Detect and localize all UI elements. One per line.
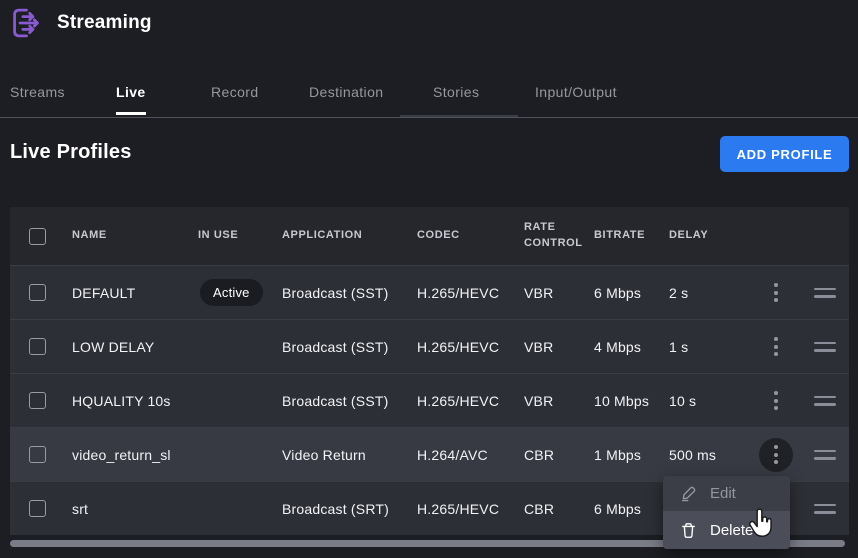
cell-name: video_return_sl bbox=[72, 446, 171, 463]
cell-bitrate: 6 Mbps bbox=[594, 500, 642, 517]
cell-codec: H.265/HEVC bbox=[417, 500, 500, 517]
row-checkbox[interactable] bbox=[29, 392, 46, 409]
tab-bar: Streams Live Record Destination Stories … bbox=[0, 84, 858, 115]
cell-rate-control: VBR bbox=[524, 392, 554, 409]
tabs-divider-segment bbox=[400, 115, 518, 117]
select-all-checkbox[interactable] bbox=[29, 227, 46, 245]
tab-input-output[interactable]: Input/Output bbox=[535, 84, 617, 100]
page-title: Live Profiles bbox=[10, 141, 132, 163]
context-menu-item-delete[interactable]: Delete bbox=[663, 511, 790, 549]
cell-delay: 2 s bbox=[669, 284, 689, 301]
tab-record[interactable]: Record bbox=[211, 84, 259, 100]
cell-rate-control: CBR bbox=[524, 500, 555, 517]
drag-handle-icon[interactable] bbox=[813, 287, 836, 298]
top-bar: Streaming bbox=[10, 5, 152, 41]
tab-destination[interactable]: Destination bbox=[309, 84, 384, 100]
cell-delay: 500 ms bbox=[669, 446, 717, 463]
cell-application: Video Return bbox=[282, 446, 366, 463]
streaming-logo-icon bbox=[10, 5, 43, 41]
cell-name: LOW DELAY bbox=[72, 338, 155, 355]
cell-name: HQUALITY 10s bbox=[72, 392, 171, 409]
active-badge: Active bbox=[200, 279, 263, 306]
table-row: video_return_sl Video Return H.264/AVC C… bbox=[10, 427, 849, 481]
cell-rate-control: CBR bbox=[524, 446, 555, 463]
cell-rate-control: VBR bbox=[524, 338, 554, 355]
row-checkbox[interactable] bbox=[29, 338, 46, 355]
cell-codec: H.265/HEVC bbox=[417, 338, 500, 355]
cell-application: Broadcast (SST) bbox=[282, 338, 389, 355]
cell-rate-control: VBR bbox=[524, 284, 554, 301]
cell-codec: H.265/HEVC bbox=[417, 392, 500, 409]
tab-stories[interactable]: Stories bbox=[433, 84, 480, 100]
cell-bitrate: 10 Mbps bbox=[594, 392, 650, 409]
cell-delay: 1 s bbox=[669, 338, 689, 355]
drag-handle-icon[interactable] bbox=[813, 503, 836, 514]
cell-bitrate: 6 Mbps bbox=[594, 284, 642, 301]
drag-handle-icon[interactable] bbox=[813, 341, 836, 352]
row-menu-kebab-icon-active[interactable] bbox=[758, 437, 793, 472]
column-header-name: NAME bbox=[72, 229, 107, 242]
table-row: HQUALITY 10s Broadcast (SST) H.265/HEVC … bbox=[10, 373, 849, 427]
tabs-divider bbox=[0, 117, 858, 118]
cell-name: srt bbox=[72, 500, 89, 517]
table-row: LOW DELAY Broadcast (SST) H.265/HEVC VBR… bbox=[10, 319, 849, 373]
pencil-icon bbox=[682, 486, 696, 502]
tab-live[interactable]: Live bbox=[116, 84, 146, 115]
cell-bitrate: 4 Mbps bbox=[594, 338, 642, 355]
context-menu-item-label: Delete bbox=[710, 521, 754, 539]
context-menu-item-label: Edit bbox=[710, 485, 736, 502]
row-menu-kebab-icon[interactable] bbox=[759, 384, 793, 418]
cell-bitrate: 1 Mbps bbox=[594, 446, 642, 463]
row-menu-kebab-icon[interactable] bbox=[759, 330, 793, 364]
drag-handle-icon[interactable] bbox=[813, 395, 836, 406]
column-header-bitrate: BITRATE bbox=[594, 229, 646, 242]
cell-application: Broadcast (SRT) bbox=[282, 500, 389, 517]
cell-codec: H.264/AVC bbox=[417, 446, 488, 463]
cell-application: Broadcast (SST) bbox=[282, 392, 389, 409]
table-row: DEFAULT Active Broadcast (SST) H.265/HEV… bbox=[10, 265, 849, 319]
column-header-codec: CODEC bbox=[417, 229, 460, 242]
tab-streams[interactable]: Streams bbox=[10, 84, 65, 100]
column-header-delay: DELAY bbox=[669, 229, 709, 242]
row-menu-kebab-icon[interactable] bbox=[759, 276, 793, 310]
row-checkbox[interactable] bbox=[29, 284, 46, 301]
row-checkbox[interactable] bbox=[29, 446, 46, 463]
horizontal-scrollbar-thumb[interactable] bbox=[10, 540, 845, 547]
cell-codec: H.265/HEVC bbox=[417, 284, 500, 301]
row-checkbox[interactable] bbox=[29, 500, 46, 517]
cell-application: Broadcast (SST) bbox=[282, 284, 389, 301]
cell-name: DEFAULT bbox=[72, 284, 136, 301]
row-context-menu: Edit Delete bbox=[663, 476, 790, 549]
column-header-in-use: IN USE bbox=[198, 229, 239, 242]
context-menu-item-edit[interactable]: Edit bbox=[663, 476, 790, 511]
trash-icon bbox=[682, 522, 695, 538]
add-profile-button[interactable]: ADD PROFILE bbox=[720, 136, 849, 172]
drag-handle-icon[interactable] bbox=[813, 449, 836, 460]
column-header-application: APPLICATION bbox=[282, 229, 363, 242]
column-header-rate-control: RATE CONTROL bbox=[524, 221, 583, 249]
table-header-row: NAME IN USE APPLICATION CODEC RATE CONTR… bbox=[10, 207, 849, 265]
cell-delay: 10 s bbox=[669, 392, 697, 409]
app-title: Streaming bbox=[57, 12, 152, 33]
